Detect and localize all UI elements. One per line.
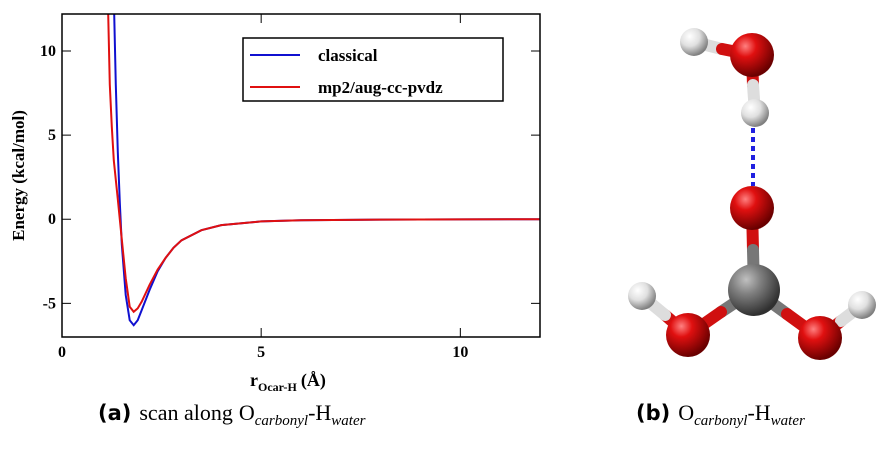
y-tick-label: 5 <box>48 127 56 144</box>
figure: 0 5 10 -5 0 5 10 classical mp2/aug-cc-pvdz Energy… <box>0 0 876 449</box>
y-axis-label: Energy (kcal/mol) <box>9 110 28 241</box>
x-label-unit: (Å) <box>301 370 326 391</box>
y-tick-label: 0 <box>48 211 56 228</box>
caption-b: (b)Ocarbonyl-Hwater <box>636 400 805 429</box>
legend-label: classical <box>318 46 378 65</box>
legend-label: mp2/aug-cc-pvdz <box>318 78 443 97</box>
molecule <box>628 28 876 360</box>
y-tick-label: 10 <box>40 43 56 60</box>
x-label-sub: Ocar-H <box>258 380 298 394</box>
x-tick-label: 0 <box>58 344 66 361</box>
x-tick-label: 10 <box>452 344 468 361</box>
x-label-main: r <box>250 370 258 390</box>
y-tick-label: -5 <box>43 295 56 312</box>
x-axis-label: rOcar-H(Å) <box>250 370 326 394</box>
chart: 0 5 10 -5 0 5 10 classical mp2/aug-cc-pvdz Energy… <box>9 14 540 394</box>
x-tick-label: 5 <box>257 344 265 361</box>
